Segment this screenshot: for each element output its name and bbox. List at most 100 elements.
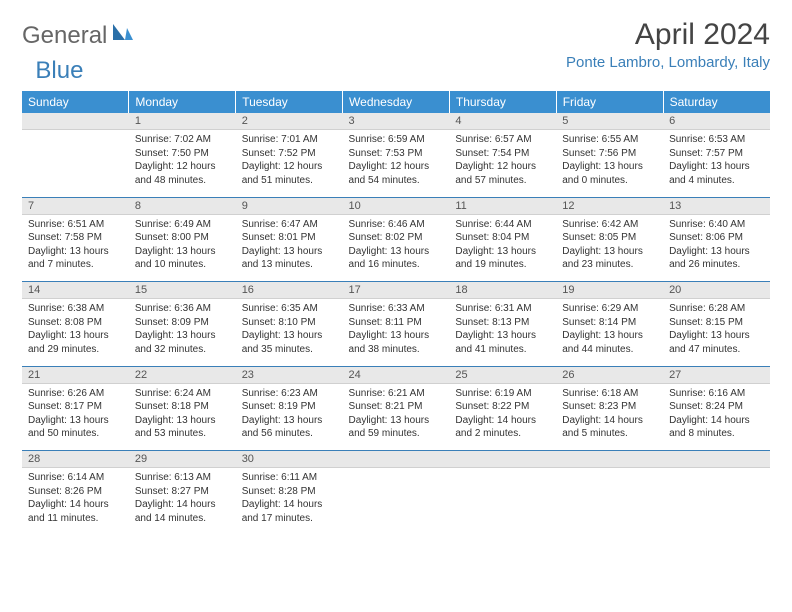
- day-details: Sunrise: 6:49 AMSunset: 8:00 PMDaylight:…: [129, 215, 236, 282]
- sunrise-text: Sunrise: 6:19 AM: [455, 387, 550, 401]
- day-details: Sunrise: 6:29 AMSunset: 8:14 PMDaylight:…: [556, 299, 663, 366]
- day-cell: 14Sunrise: 6:38 AMSunset: 8:08 PMDayligh…: [22, 282, 129, 366]
- day-number: 30: [236, 451, 343, 468]
- sunrise-text: Sunrise: 6:24 AM: [135, 387, 230, 401]
- sunrise-text: Sunrise: 6:33 AM: [349, 302, 444, 316]
- day-details: Sunrise: 6:57 AMSunset: 7:54 PMDaylight:…: [449, 130, 556, 197]
- day-cell: 13Sunrise: 6:40 AMSunset: 8:06 PMDayligh…: [663, 198, 770, 282]
- day-cell: 12Sunrise: 6:42 AMSunset: 8:05 PMDayligh…: [556, 198, 663, 282]
- day-number: 22: [129, 367, 236, 384]
- day-number: 20: [663, 282, 770, 299]
- daylight-text: Daylight: 14 hours and 14 minutes.: [135, 498, 230, 525]
- daylight-text: Daylight: 13 hours and 44 minutes.: [562, 329, 657, 356]
- daylight-text: Daylight: 12 hours and 48 minutes.: [135, 160, 230, 187]
- day-cell: 15Sunrise: 6:36 AMSunset: 8:09 PMDayligh…: [129, 282, 236, 366]
- daylight-text: Daylight: 13 hours and 16 minutes.: [349, 245, 444, 272]
- day-number: 17: [343, 282, 450, 299]
- day-details: Sunrise: 6:31 AMSunset: 8:13 PMDaylight:…: [449, 299, 556, 366]
- sunset-text: Sunset: 8:21 PM: [349, 400, 444, 414]
- daylight-text: Daylight: 13 hours and 41 minutes.: [455, 329, 550, 356]
- day-cell: 9Sunrise: 6:47 AMSunset: 8:01 PMDaylight…: [236, 198, 343, 282]
- day-number: 26: [556, 367, 663, 384]
- day-details: Sunrise: 6:44 AMSunset: 8:04 PMDaylight:…: [449, 215, 556, 282]
- day-cell: 30Sunrise: 6:11 AMSunset: 8:28 PMDayligh…: [236, 451, 343, 535]
- sunrise-text: Sunrise: 6:18 AM: [562, 387, 657, 401]
- day-cell: 25Sunrise: 6:19 AMSunset: 8:22 PMDayligh…: [449, 367, 556, 451]
- day-details: Sunrise: 6:40 AMSunset: 8:06 PMDaylight:…: [663, 215, 770, 282]
- day-cell: 23Sunrise: 6:23 AMSunset: 8:19 PMDayligh…: [236, 367, 343, 451]
- sunset-text: Sunset: 8:22 PM: [455, 400, 550, 414]
- day-details: Sunrise: 6:11 AMSunset: 8:28 PMDaylight:…: [236, 468, 343, 535]
- daylight-text: Daylight: 12 hours and 54 minutes.: [349, 160, 444, 187]
- day-number: 21: [22, 367, 129, 384]
- day-number: 14: [22, 282, 129, 299]
- day-cell: 4Sunrise: 6:57 AMSunset: 7:54 PMDaylight…: [449, 113, 556, 197]
- daylight-text: Daylight: 13 hours and 47 minutes.: [669, 329, 764, 356]
- week-row: 1Sunrise: 7:02 AMSunset: 7:50 PMDaylight…: [22, 113, 770, 197]
- sunset-text: Sunset: 7:56 PM: [562, 147, 657, 161]
- day-details: Sunrise: 6:26 AMSunset: 8:17 PMDaylight:…: [22, 384, 129, 451]
- sunrise-text: Sunrise: 6:53 AM: [669, 133, 764, 147]
- sunset-text: Sunset: 8:06 PM: [669, 231, 764, 245]
- day-number: 15: [129, 282, 236, 299]
- day-details: Sunrise: 6:59 AMSunset: 7:53 PMDaylight:…: [343, 130, 450, 197]
- sunrise-text: Sunrise: 6:35 AM: [242, 302, 337, 316]
- day-details: Sunrise: 6:14 AMSunset: 8:26 PMDaylight:…: [22, 468, 129, 535]
- sail-icon: [111, 21, 133, 49]
- empty-day-header: [449, 451, 556, 468]
- sunset-text: Sunset: 7:54 PM: [455, 147, 550, 161]
- sunrise-text: Sunrise: 6:29 AM: [562, 302, 657, 316]
- weekday-header: Monday: [129, 91, 236, 113]
- sunrise-text: Sunrise: 6:23 AM: [242, 387, 337, 401]
- sunset-text: Sunset: 8:08 PM: [28, 316, 123, 330]
- sunset-text: Sunset: 8:27 PM: [135, 485, 230, 499]
- day-cell: 7Sunrise: 6:51 AMSunset: 7:58 PMDaylight…: [22, 198, 129, 282]
- sunset-text: Sunset: 8:14 PM: [562, 316, 657, 330]
- weekday-header: Thursday: [449, 91, 556, 113]
- title-block: April 2024 Ponte Lambro, Lombardy, Italy: [566, 18, 770, 71]
- daylight-text: Daylight: 13 hours and 50 minutes.: [28, 414, 123, 441]
- sunset-text: Sunset: 7:53 PM: [349, 147, 444, 161]
- day-cell: 6Sunrise: 6:53 AMSunset: 7:57 PMDaylight…: [663, 113, 770, 197]
- sunrise-text: Sunrise: 6:44 AM: [455, 218, 550, 232]
- day-number: 12: [556, 198, 663, 215]
- empty-day-header: [343, 451, 450, 468]
- daylight-text: Daylight: 13 hours and 59 minutes.: [349, 414, 444, 441]
- day-details: Sunrise: 6:16 AMSunset: 8:24 PMDaylight:…: [663, 384, 770, 451]
- empty-day-header: [663, 451, 770, 468]
- sunset-text: Sunset: 8:04 PM: [455, 231, 550, 245]
- day-cell: 3Sunrise: 6:59 AMSunset: 7:53 PMDaylight…: [343, 113, 450, 197]
- sunrise-text: Sunrise: 7:02 AM: [135, 133, 230, 147]
- day-number: 19: [556, 282, 663, 299]
- day-details: Sunrise: 6:13 AMSunset: 8:27 PMDaylight:…: [129, 468, 236, 535]
- sunrise-text: Sunrise: 6:38 AM: [28, 302, 123, 316]
- day-details: Sunrise: 6:24 AMSunset: 8:18 PMDaylight:…: [129, 384, 236, 451]
- day-details: Sunrise: 7:01 AMSunset: 7:52 PMDaylight:…: [236, 130, 343, 197]
- day-number: 10: [343, 198, 450, 215]
- day-cell: [556, 451, 663, 535]
- week-row: 28Sunrise: 6:14 AMSunset: 8:26 PMDayligh…: [22, 451, 770, 535]
- day-cell: [22, 113, 129, 197]
- sunrise-text: Sunrise: 6:26 AM: [28, 387, 123, 401]
- day-number: 27: [663, 367, 770, 384]
- weekday-header-row: Sunday Monday Tuesday Wednesday Thursday…: [22, 91, 770, 113]
- day-cell: 22Sunrise: 6:24 AMSunset: 8:18 PMDayligh…: [129, 367, 236, 451]
- sunset-text: Sunset: 8:15 PM: [669, 316, 764, 330]
- day-cell: 28Sunrise: 6:14 AMSunset: 8:26 PMDayligh…: [22, 451, 129, 535]
- sunrise-text: Sunrise: 6:51 AM: [28, 218, 123, 232]
- weekday-header: Friday: [556, 91, 663, 113]
- logo: General: [22, 22, 133, 50]
- sunset-text: Sunset: 8:02 PM: [349, 231, 444, 245]
- sunrise-text: Sunrise: 6:49 AM: [135, 218, 230, 232]
- day-cell: [663, 451, 770, 535]
- sunrise-text: Sunrise: 6:36 AM: [135, 302, 230, 316]
- daylight-text: Daylight: 13 hours and 23 minutes.: [562, 245, 657, 272]
- day-cell: 8Sunrise: 6:49 AMSunset: 8:00 PMDaylight…: [129, 198, 236, 282]
- day-cell: 26Sunrise: 6:18 AMSunset: 8:23 PMDayligh…: [556, 367, 663, 451]
- day-cell: 1Sunrise: 7:02 AMSunset: 7:50 PMDaylight…: [129, 113, 236, 197]
- day-cell: 16Sunrise: 6:35 AMSunset: 8:10 PMDayligh…: [236, 282, 343, 366]
- day-number: 11: [449, 198, 556, 215]
- day-number: 16: [236, 282, 343, 299]
- sunrise-text: Sunrise: 6:55 AM: [562, 133, 657, 147]
- sunset-text: Sunset: 8:13 PM: [455, 316, 550, 330]
